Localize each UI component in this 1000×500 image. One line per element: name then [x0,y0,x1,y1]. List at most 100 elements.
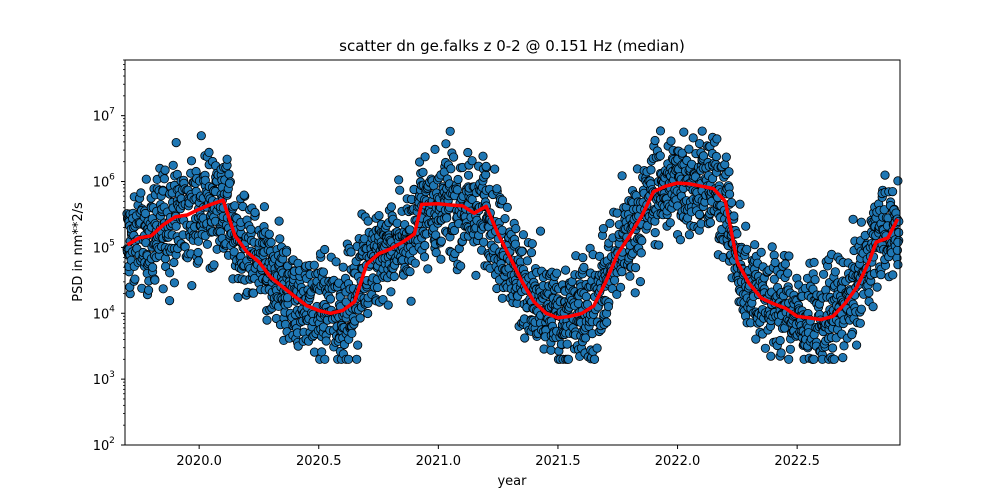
scatter-point [721,152,731,162]
scatter-point [194,256,204,266]
scatter-point [527,239,537,249]
scatter-point [363,308,373,319]
scatter-point [394,175,404,185]
scatter-point [546,345,556,355]
scatter-point [159,174,169,184]
scatter-point [856,217,867,227]
scatter-point [481,161,491,171]
scatter-point [335,292,345,302]
scatter-point [141,174,151,184]
scatter-point [204,147,214,157]
scatter-point [729,211,739,221]
scatter-point [239,190,249,200]
scatter-point [372,282,383,293]
scatter-point [497,293,507,303]
scatter-point [280,319,291,329]
scatter-point [259,202,269,212]
scatter-point [275,234,285,244]
scatter-point [423,264,433,274]
scatter-point [783,268,793,278]
y-tick-exponent: 6 [109,173,115,183]
scatter-point [735,199,745,209]
scatter-point [650,228,660,238]
scatter-point [266,237,276,247]
scatter-point [346,247,356,257]
scatter-point [760,343,771,353]
scatter-point [838,352,848,363]
x-axis-label: year [497,474,527,489]
chart-title: scatter dn ge.falks z 0-2 @ 0.151 Hz (me… [339,37,685,55]
scatter-point [705,218,716,228]
scatter-point [827,343,838,353]
y-tick-label: 10 [93,439,110,454]
scatter-point [347,328,357,338]
scatter-point [894,227,904,238]
x-tick-label: 2021.5 [535,454,581,469]
scatter-point [635,276,646,287]
scatter-point [630,288,640,298]
scatter-point [756,247,766,257]
scatter-point [679,127,689,137]
scatter-point [581,291,591,302]
scatter-point [880,170,890,180]
scatter-point [594,251,605,261]
scatter-point [851,340,862,350]
scatter-point [274,216,284,226]
scatter-point [888,270,898,280]
scatter-point [563,354,574,364]
scatter-point [202,239,212,249]
scatter-point [321,336,331,346]
scatter-point [420,240,430,251]
scatter-point [500,214,510,224]
scatter-point [535,226,546,236]
y-tick-label: 10 [93,241,110,256]
scatter-point [169,278,179,288]
scatter-point [684,144,694,154]
scatter-point [617,267,627,277]
scatter-point [829,354,839,364]
scatter-point [579,262,589,272]
x-tick-label: 2020.5 [296,454,342,469]
scatter-point [677,148,687,158]
scatter-point [405,266,415,277]
scatter-point [726,198,737,208]
scatter-point [248,288,259,298]
scatter-point [395,185,405,195]
scatter-point [694,139,705,149]
scatter-point [650,135,660,146]
scatter-point [331,257,341,267]
scatter-point [463,147,473,158]
scatter-point [160,165,170,175]
scatter-point [602,317,612,327]
scatter-point [617,171,627,181]
scatter-point [262,315,272,325]
scatter-point [383,300,393,310]
scatter-point [893,176,903,186]
y-axis-label: PSD in nm**2/s [71,202,86,302]
scatter-point [712,134,722,144]
scatter-point [694,209,705,220]
scatter-point [518,230,529,240]
scatter-point [839,341,849,351]
scatter-point [612,289,622,299]
scatter-point [130,274,140,284]
x-tick-label: 2022.0 [655,454,701,469]
scatter-point [766,351,776,361]
scatter-point [492,184,502,194]
scatter-point [665,218,675,228]
scatter-point [767,242,777,252]
scatter-point [363,216,373,226]
scatter-point [724,167,734,177]
scatter-point [246,224,256,234]
scatter-point [264,229,274,239]
scatter-point [684,230,695,240]
scatter-point [282,293,293,303]
x-tick-label: 2021.0 [416,454,462,469]
scatter-point [309,260,319,270]
scatter-point [526,248,537,258]
scatter-point [168,160,178,170]
scatter-point [818,269,829,279]
scatter-point [784,354,794,364]
scatter-point [442,213,452,223]
